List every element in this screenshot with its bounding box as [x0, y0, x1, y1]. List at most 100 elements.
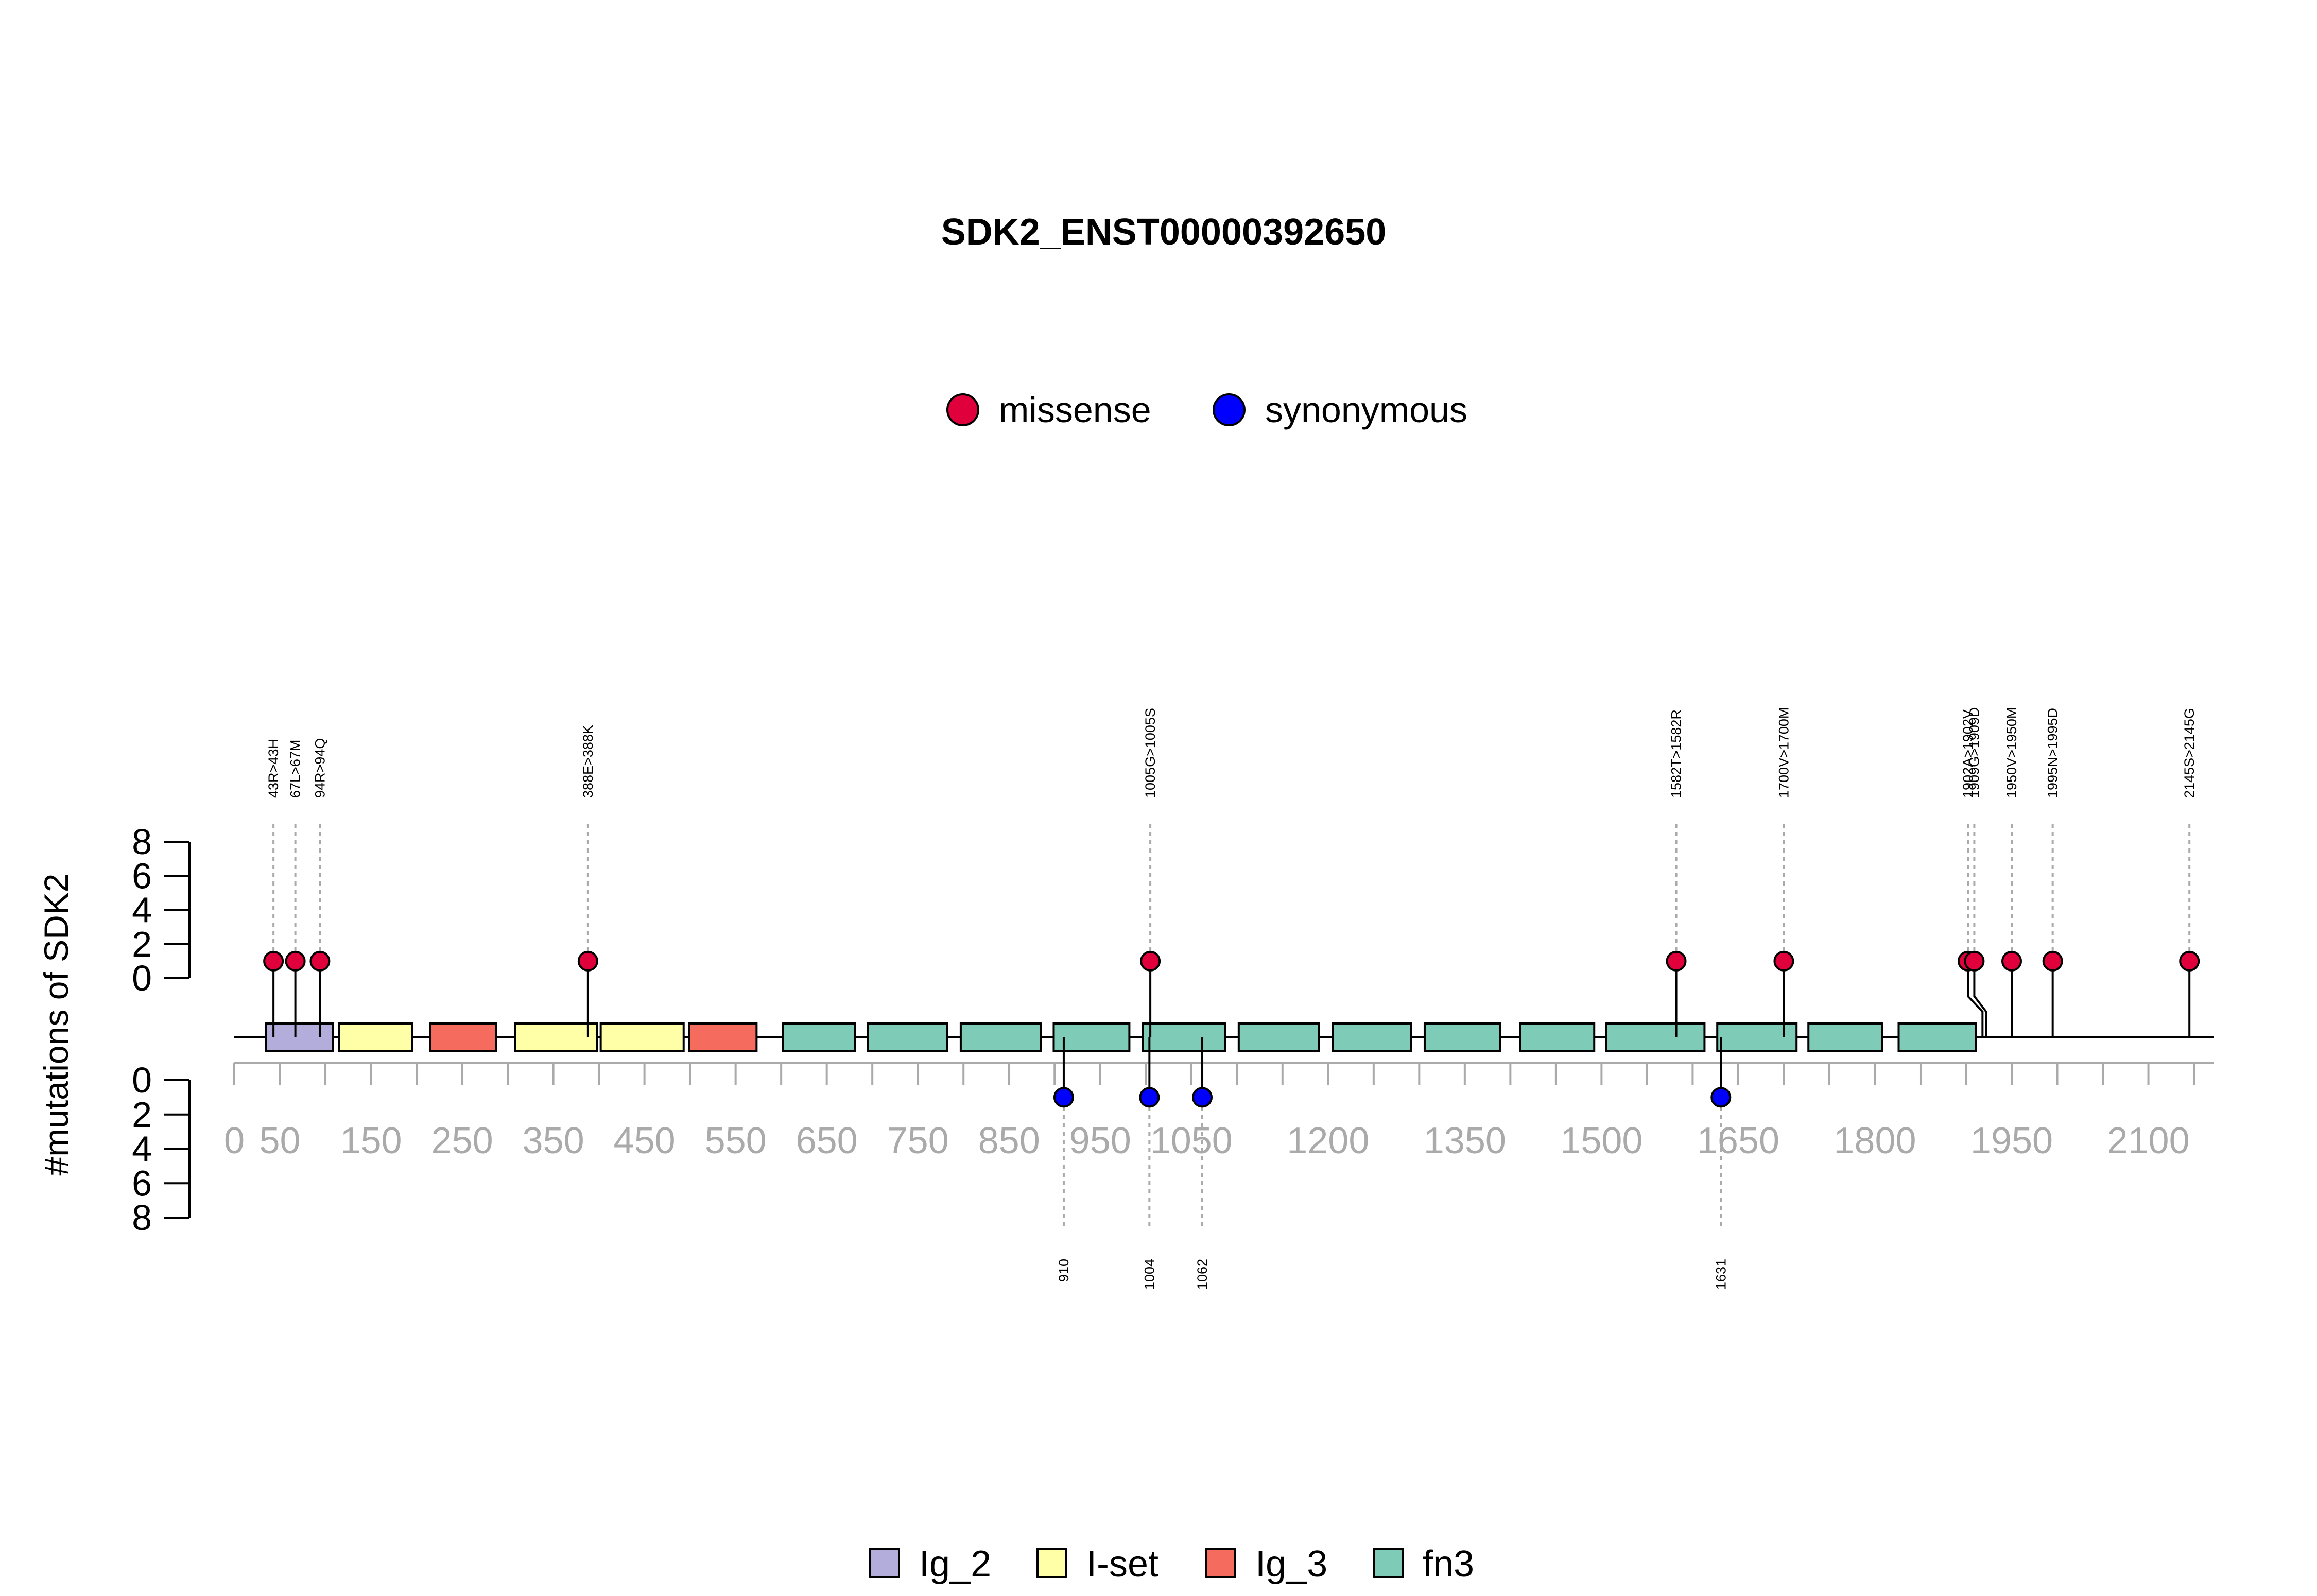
domain-legend-swatch-I-set: [1036, 1548, 1067, 1578]
domain-I-set: [338, 1022, 413, 1052]
domain-legend-swatch-Ig_2: [869, 1548, 900, 1578]
x-tick-label: 1350: [1424, 1120, 1506, 1161]
domain-Ig_3: [429, 1022, 497, 1052]
x-tick-label: 1950: [1970, 1120, 2053, 1161]
domain-Ig_2: [265, 1022, 334, 1052]
missense-label: 1950V>1950M: [2004, 707, 2019, 798]
domain-I-set: [599, 1022, 685, 1052]
synonymous-label: 1631: [1713, 1259, 1728, 1290]
missense-label: 1582T>1582R: [1669, 709, 1684, 798]
upper-y-tick-label: 2: [132, 924, 152, 964]
missense-label: 1909G>1909D: [1966, 707, 1982, 798]
missense-stem: [1973, 961, 1987, 1037]
x-tick-label: 1050: [1150, 1120, 1233, 1161]
x-tick-label: 350: [523, 1120, 584, 1161]
domain-fn3: [1332, 1022, 1412, 1052]
domain-fn3: [1237, 1022, 1320, 1052]
upper-y-tick-label: 6: [132, 856, 152, 896]
domain-legend-swatch-Ig_3: [1205, 1548, 1236, 1578]
legend-dot-synonymous: [1213, 393, 1246, 426]
missense-dot: [1964, 950, 1985, 972]
missense-dot: [285, 950, 306, 972]
domain-fn3: [1519, 1022, 1596, 1052]
synonymous-dot: [1053, 1087, 1074, 1108]
missense-dot: [309, 950, 331, 972]
x-tick-label: 1500: [1560, 1120, 1642, 1161]
missense-dot: [263, 950, 284, 972]
x-tick-label: 2100: [2107, 1120, 2189, 1161]
synonymous-label: 1004: [1142, 1259, 1157, 1290]
x-tick-label: 850: [978, 1120, 1040, 1161]
upper-y-tick-label: 0: [132, 958, 152, 998]
missense-label: 94R>94Q: [312, 738, 327, 798]
missense-stem: [1967, 961, 1984, 1037]
x-tick-label: 50: [259, 1120, 300, 1161]
synonymous-mutations: 910 1004 1062 1631: [1053, 1037, 1732, 1290]
lower-y-tick-label: 0: [132, 1060, 152, 1100]
domain-legend-label-I-set: I-set: [1086, 1543, 1158, 1585]
domain-fn3: [1142, 1022, 1226, 1052]
domain-fn3: [1423, 1022, 1501, 1052]
synonymous-dot: [1139, 1087, 1160, 1108]
missense-dot: [1140, 950, 1161, 972]
missense-label: 2145S>2145G: [2182, 708, 2197, 798]
domain-fn3: [782, 1022, 856, 1052]
domain-fn3: [1807, 1022, 1883, 1052]
x-tick-label: 1200: [1287, 1120, 1369, 1161]
lower-y-tick-label: 8: [132, 1198, 152, 1238]
domain-fn3: [1605, 1022, 1706, 1052]
missense-dot: [1666, 950, 1687, 972]
domain-legend-label-Ig_3: Ig_3: [1255, 1543, 1327, 1585]
x-tick-label: 750: [887, 1120, 949, 1161]
x-tick-label: 150: [340, 1120, 402, 1161]
missense-dot: [2001, 950, 2022, 972]
missense-dot: [2042, 950, 2063, 972]
missense-dot: [577, 950, 598, 972]
domain-fn3: [867, 1022, 948, 1052]
x-tick-label: 250: [431, 1120, 493, 1161]
x-tick-label: 550: [705, 1120, 767, 1161]
upper-y-tick-label: 4: [132, 890, 152, 930]
missense-label: 388E>388K: [580, 725, 596, 798]
x-tick-label: 1800: [1834, 1120, 1916, 1161]
missense-dot: [2179, 950, 2200, 972]
missense-label: 1700V>1700M: [1776, 707, 1791, 798]
domain-Ig_3: [688, 1022, 758, 1052]
lower-y-tick-label: 4: [132, 1129, 152, 1169]
missense-dot: [1773, 950, 1794, 972]
missense-label: 67L>67M: [288, 740, 303, 798]
x-axis: 0 50 150 250 350 450 550 650 750 850 950 1050 1200 13…: [224, 1062, 2214, 1161]
missense-mutations: 43R>43H 67L>67M 94R>94Q 388E>388K 1005G>1005…: [263, 707, 2200, 1037]
upper-y-tick-label: 8: [132, 822, 152, 862]
domain-legend-label-Ig_2: Ig_2: [919, 1543, 991, 1585]
y-axis-label: #mutations of SDK2: [37, 874, 75, 1176]
domain-I-set: [514, 1022, 598, 1052]
x-tick-label: 0: [224, 1120, 245, 1161]
domain-legend: Ig_2 I-set Ig_3 fn3: [869, 1543, 1474, 1585]
lower-y-tick-label: 2: [132, 1095, 152, 1135]
chart-title: SDK2_ENST00000392650: [941, 212, 1387, 253]
x-tick-label: 1650: [1697, 1120, 1779, 1161]
domain-legend-swatch-fn3: [1373, 1548, 1404, 1578]
legend-label-synonymous: synonymous: [1265, 390, 1467, 430]
x-tick-label: 950: [1069, 1120, 1131, 1161]
synonymous-dot: [1710, 1087, 1732, 1108]
domain-fn3: [1897, 1022, 1977, 1052]
synonymous-label: 1062: [1195, 1259, 1210, 1290]
synonymous-label: 910: [1056, 1259, 1071, 1282]
missense-label: 1902A>1902V: [1960, 709, 1976, 798]
legend-label-missense: missense: [999, 390, 1151, 430]
missense-label: 1995N>1995D: [2045, 708, 2061, 798]
x-tick-label: 650: [796, 1120, 858, 1161]
x-tick-label: 450: [614, 1120, 676, 1161]
domain-legend-label-fn3: fn3: [1423, 1543, 1474, 1585]
legend-dot-missense: [946, 393, 979, 426]
missense-label: 1005G>1005S: [1143, 708, 1158, 798]
domain-fn3: [1052, 1022, 1131, 1052]
domain-fn3: [959, 1022, 1042, 1052]
missense-label: 43R>43H: [266, 739, 281, 798]
synonymous-dot: [1192, 1087, 1213, 1108]
